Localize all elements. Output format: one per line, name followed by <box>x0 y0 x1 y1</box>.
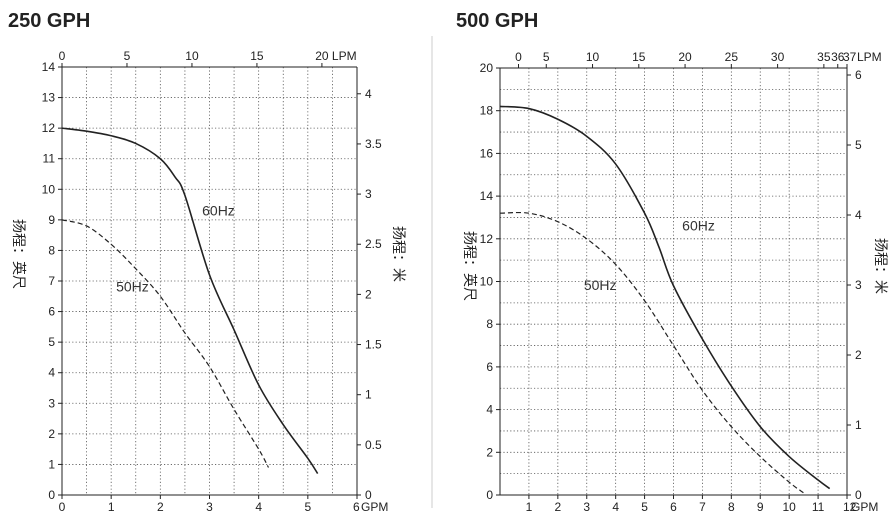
y-right-tick-label: 1 <box>365 388 372 402</box>
x-top-unit: LPM <box>857 50 882 64</box>
y-right-tick-label: 2 <box>855 348 862 362</box>
y-right-tick-label: 3 <box>855 278 862 292</box>
curve-label-50hz: 50Hz <box>584 277 617 293</box>
x-bottom-unit: GPM <box>851 500 878 514</box>
y-left-tick-label: 7 <box>48 274 55 288</box>
y-left-tick-label: 2 <box>486 445 493 459</box>
x-bottom-tick-label: 2 <box>554 500 561 514</box>
x-bottom-tick-label: 4 <box>612 500 619 514</box>
x-bottom-tick-label: 6 <box>353 500 360 514</box>
x-bottom-tick-label: 5 <box>304 500 311 514</box>
series-line-50hz <box>61 219 270 468</box>
x-bottom-tick-label: 2 <box>157 500 164 514</box>
x-bottom-tick-label: 11 <box>812 500 825 514</box>
x-top-tick-label: 35 <box>817 50 831 64</box>
y-left-tick-label: 0 <box>486 488 493 502</box>
x-bottom-tick-label: 3 <box>206 500 213 514</box>
x-bottom-tick-label: 6 <box>670 500 677 514</box>
series-line-60hz <box>61 127 319 475</box>
y-left-tick-label: 2 <box>48 427 55 441</box>
x-top-tick-label: 0 <box>515 50 522 64</box>
x-top-tick-label: 10 <box>185 49 199 63</box>
y-right-tick-label: 1.5 <box>365 338 382 352</box>
y-left-tick-label: 12 <box>480 232 494 246</box>
y-left-tick-label: 5 <box>48 335 55 349</box>
x-bottom-tick-label: 4 <box>255 500 262 514</box>
x-top-tick-label: 15 <box>250 49 264 63</box>
y-left-tick-label: 4 <box>486 403 493 417</box>
x-top-tick-label: 20 <box>678 50 692 64</box>
x-bottom-tick-label: 7 <box>699 500 706 514</box>
y-left-tick-label: 16 <box>480 146 494 160</box>
y-left-tick-label: 10 <box>42 182 56 196</box>
y-right-tick-label: 4 <box>365 87 372 101</box>
y-left-tick-label: 14 <box>480 189 494 203</box>
y-left-tick-label: 12 <box>42 121 56 135</box>
y-left-tick-label: 8 <box>486 317 493 331</box>
grid <box>62 67 357 495</box>
curve-label-50hz: 50Hz <box>116 279 149 295</box>
x-bottom-tick-label: 5 <box>641 500 648 514</box>
x-top-tick-label: 0 <box>59 49 66 63</box>
y-left-tick-label: 11 <box>43 152 56 166</box>
x-top-tick-label: 15 <box>632 50 646 64</box>
y-left-tick-label: 4 <box>48 366 55 380</box>
y-right-tick-label: 0.5 <box>365 438 382 452</box>
x-top-tick-label: 30 <box>771 50 785 64</box>
y-right-tick-label: 6 <box>855 68 862 82</box>
x-top-unit: LPM <box>332 49 357 63</box>
y-left-axis-label: 扬程：英尺 <box>10 219 27 289</box>
grid <box>500 68 847 495</box>
y-right-tick-label: 1 <box>855 418 862 432</box>
y-left-tick-label: 3 <box>48 396 55 410</box>
x-top-tick-label: 5 <box>124 49 131 63</box>
x-top-tick-label: 36 <box>831 50 845 64</box>
x-bottom-tick-label: 10 <box>782 500 796 514</box>
x-bottom-tick-label: 9 <box>757 500 764 514</box>
y-left-tick-label: 14 <box>42 60 56 74</box>
x-bottom-tick-label: 12 <box>843 500 857 514</box>
x-bottom-tick-label: 3 <box>583 500 590 514</box>
y-right-axis-label: 扬程：米 <box>390 226 406 282</box>
y-right-tick-label: 3.5 <box>365 137 382 151</box>
y-left-tick-label: 9 <box>48 213 55 227</box>
y-right-tick-label: 0 <box>365 488 372 502</box>
y-left-tick-label: 0 <box>48 488 55 502</box>
y-left-tick-label: 18 <box>480 104 494 118</box>
y-right-tick-label: 4 <box>855 208 862 222</box>
x-top-tick-label: 5 <box>543 50 550 64</box>
y-left-axis-label: 扬程：英尺 <box>461 231 478 301</box>
y-left-tick-label: 20 <box>480 61 494 75</box>
chart-title: 250 GPH <box>8 10 90 32</box>
y-left-tick-label: 10 <box>480 275 494 289</box>
y-right-tick-label: 0 <box>855 488 862 502</box>
curve-label-60hz: 60Hz <box>202 202 235 218</box>
curve-label-60hz: 60Hz <box>682 217 715 233</box>
y-left-tick-label: 6 <box>486 360 493 374</box>
x-bottom-tick-label: 0 <box>59 500 66 514</box>
x-bottom-unit: GPM <box>361 500 388 514</box>
chart-title: 500 GPH <box>456 10 538 32</box>
series-line-60hz <box>499 105 831 490</box>
y-left-tick-label: 13 <box>42 91 56 105</box>
x-bottom-tick-label: 1 <box>108 500 115 514</box>
x-top-tick-label: 20 <box>315 49 329 63</box>
y-right-tick-label: 2.5 <box>365 237 382 251</box>
y-left-tick-label: 6 <box>48 305 55 319</box>
x-bottom-tick-label: 1 <box>526 500 533 514</box>
y-right-tick-label: 2 <box>365 287 372 301</box>
x-top-tick-label: 10 <box>586 50 600 64</box>
x-bottom-tick-label: 8 <box>728 500 735 514</box>
x-top-tick-label: 37 <box>843 50 857 64</box>
x-top-tick-label: 25 <box>725 50 739 64</box>
y-right-axis-label: 扬程：米 <box>872 238 888 294</box>
y-left-tick-label: 1 <box>48 457 55 471</box>
y-left-tick-label: 8 <box>48 243 55 257</box>
series-line-50hz <box>499 211 804 494</box>
y-right-tick-label: 5 <box>855 138 862 152</box>
y-right-tick-label: 3 <box>365 187 372 201</box>
